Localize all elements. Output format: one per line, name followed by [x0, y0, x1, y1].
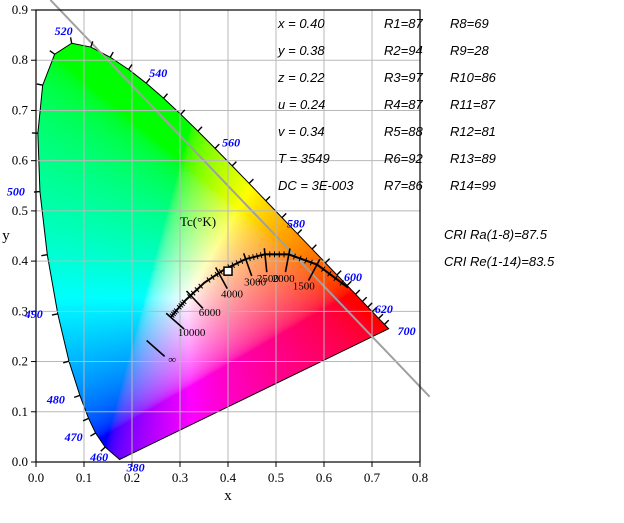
y-tick: 0.8	[12, 52, 28, 67]
readout-R6: R6=92	[384, 151, 423, 166]
readout-R12: R12=81	[450, 124, 496, 139]
cct-tick-label: 3000	[244, 276, 267, 288]
cct-tick-label: ∞	[168, 354, 176, 366]
target-marker	[224, 267, 232, 275]
y-tick: 0.1	[12, 404, 28, 419]
wavelength-label: 460	[89, 450, 108, 464]
y-tick: 0.5	[12, 203, 28, 218]
y-tick: 0.7	[12, 102, 29, 117]
readout-R4: R4=87	[384, 97, 423, 112]
readout-v: v = 0.34	[278, 124, 325, 139]
cct-tick-label: 4000	[221, 288, 244, 300]
x-tick: 0.8	[412, 470, 428, 485]
x-tick: 0.1	[76, 470, 92, 485]
x-tick: 0.4	[220, 470, 237, 485]
wavelength-label: 540	[149, 66, 167, 80]
readout-R5: R5=88	[384, 124, 423, 139]
wavelength-label: 470	[64, 430, 83, 444]
x-tick: 0.6	[316, 470, 333, 485]
x-axis-label: x	[224, 488, 232, 504]
readout-y: y = 0.38	[278, 43, 325, 58]
wavelength-label: 380	[126, 460, 145, 474]
cct-tick-label: 10000	[178, 327, 206, 339]
cri-ra: CRI Ra(1-8)=87.5	[444, 227, 547, 242]
wavelength-label: 560	[222, 135, 240, 149]
readout-DC: DC = 3E-003	[278, 178, 354, 193]
wavelength-label: 490	[24, 307, 43, 321]
readout-x: x = 0.40	[278, 16, 325, 31]
readout-R9: R9=28	[450, 43, 489, 58]
wavelength-label: 620	[375, 302, 393, 316]
y-axis-label: y	[2, 228, 10, 244]
cct-tick-label: 1500	[293, 280, 316, 292]
readout-R10: R10=86	[450, 70, 496, 85]
readout-R2: R2=94	[384, 43, 423, 58]
readout-T: T = 3549	[278, 151, 330, 166]
cri-re: CRI Re(1-14)=83.5	[444, 254, 554, 269]
readout-R1: R1=87	[384, 16, 423, 31]
cct-axis-label: Tc(°K)	[180, 214, 216, 229]
readout-R8: R8=69	[450, 16, 489, 31]
wavelength-label: 520	[55, 24, 73, 38]
wavelength-label: 480	[46, 392, 65, 406]
chromaticity-chart: 0.00.10.20.30.40.50.60.70.80.00.10.20.30…	[0, 0, 624, 523]
readout-R13: R13=89	[450, 151, 496, 166]
y-tick: 0.0	[12, 454, 28, 469]
readout-u: u = 0.24	[278, 97, 325, 112]
readout-R14: R14=99	[450, 178, 496, 193]
readout-R11: R11=87	[450, 97, 495, 112]
x-tick: 0.0	[28, 470, 44, 485]
y-tick: 0.4	[12, 253, 29, 268]
readout-z: z = 0.22	[278, 70, 325, 85]
y-tick: 0.2	[12, 354, 28, 369]
x-tick: 0.5	[268, 470, 284, 485]
x-tick: 0.7	[364, 470, 381, 485]
wavelength-label: 580	[287, 217, 305, 231]
wavelength-label: 700	[398, 324, 416, 338]
x-tick: 0.3	[172, 470, 188, 485]
readout-R7: R7=86	[384, 178, 423, 193]
cct-tick-label: 6000	[199, 307, 222, 319]
wavelength-label: 600	[344, 270, 362, 284]
y-tick: 0.6	[12, 153, 29, 168]
wavelength-label: 500	[7, 185, 25, 199]
y-tick: 0.9	[12, 2, 28, 17]
readout-R3: R3=97	[384, 70, 423, 85]
